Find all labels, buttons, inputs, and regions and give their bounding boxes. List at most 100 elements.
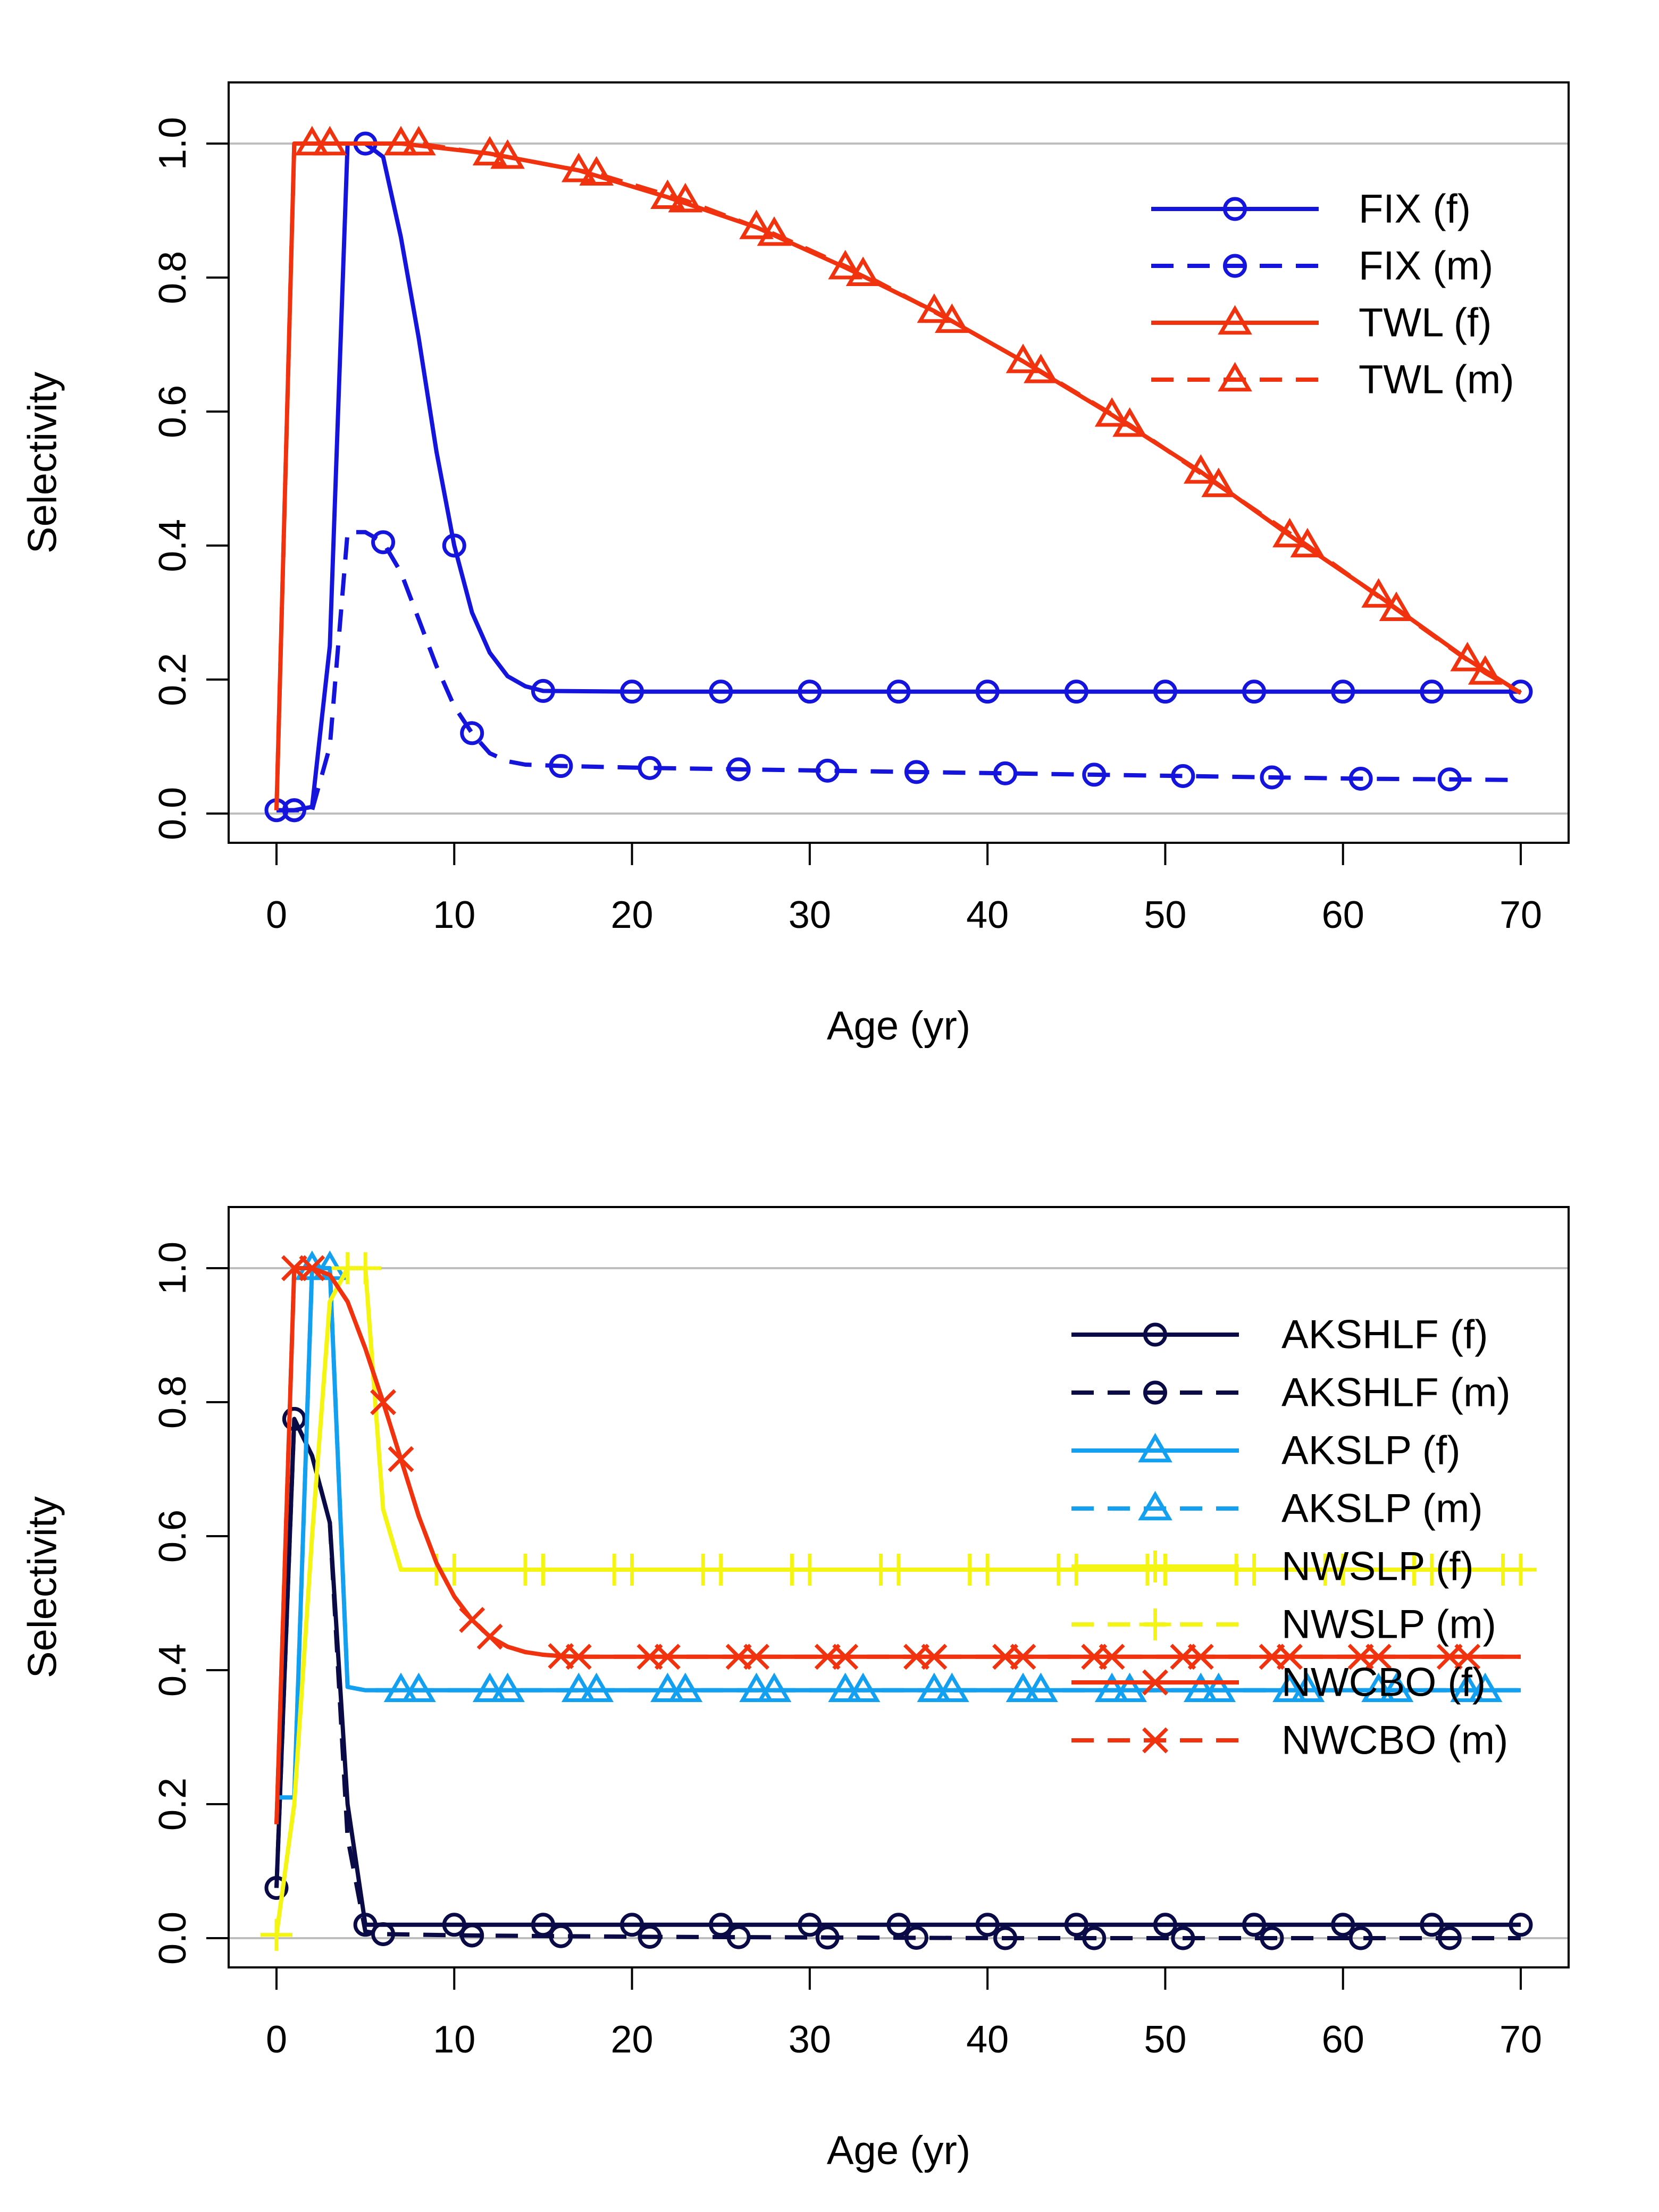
data-point [1094,397,1129,427]
data-point [1024,354,1058,383]
data-point [917,293,952,323]
data-point [1468,1672,1503,1703]
data-point [1290,527,1325,558]
data-point [1327,1554,1359,1586]
data-point [1153,680,1177,704]
data-point [1099,1644,1125,1670]
legend-item: AKSLP (m) [1071,1486,1483,1531]
legend-item: AKSHLF (f) [1071,1312,1488,1358]
data-point [1082,1926,1107,1950]
legend-label: FIX (m) [1359,244,1493,289]
data-point [1112,407,1147,437]
data-point [1379,591,1414,621]
data-point [757,216,792,246]
legend-label: AKSHLF (f) [1281,1312,1488,1358]
data-point [388,1446,414,1472]
legend-label: FIX (f) [1359,187,1471,232]
data-point [934,1672,969,1703]
data-point [705,1554,737,1586]
y-tick-label: 1.0 [152,1242,194,1295]
legend: AKSHLF (f) AKSHLF (m) AKSLP (f) AKSLP (m) NW… [1071,1312,1511,1763]
series-twl-m- [274,125,1522,810]
data-point [709,1913,733,1937]
data-point [1437,1926,1462,1950]
y-tick-label: 0.8 [152,251,194,304]
y-tick-label: 0.6 [152,1510,194,1563]
data-point [549,1924,573,1948]
x-tick-label: 0 [266,2018,287,2061]
legend-marker [1139,1608,1171,1640]
data-point [1276,1644,1303,1670]
legend-item: NWSLP (m) [1071,1602,1496,1647]
data-point [1082,763,1107,787]
data-point [401,125,436,156]
data-point [353,1913,378,1937]
data-point [1171,764,1195,788]
y-tick-label: 1.0 [152,117,194,170]
x-axis-title: Age (yr) [827,1003,970,1049]
data-point [371,530,396,555]
x-tick-label: 40 [966,2018,1009,2061]
data-point [921,1644,948,1670]
data-point [1331,1913,1355,1937]
data-point [1064,680,1088,704]
data-point [1187,1644,1214,1670]
data-point [1348,766,1373,791]
data-point [828,249,863,280]
y-axis-title: Selectivity [20,1496,65,1678]
data-point [1454,1644,1481,1670]
data-point [832,1644,859,1670]
data-point [565,1644,592,1670]
data-point [579,1672,614,1703]
data-point [438,1554,471,1586]
data-point [638,1924,662,1949]
data-point [549,754,573,778]
x-tick-label: 60 [1322,2018,1364,2061]
data-point [1348,1926,1373,1950]
data-point [371,1922,396,1946]
bottom-selectivity-panel: 0 10 20 30 40 50 60 70 0.0 0.2 0.4 0.6 0.8 1.0 Age (yr… [20,1206,1570,2173]
data-point [668,182,703,213]
data-point [312,125,347,156]
y-axis-title: Selectivity [20,372,65,554]
data-point [1242,1913,1267,1937]
data-point [1153,1913,1177,1937]
data-point [401,1672,436,1703]
data-point [798,1913,822,1937]
data-point [815,1925,840,1950]
x-tick-label: 50 [1144,2018,1186,2061]
y-tick-label: 0.0 [152,787,194,840]
series-line [274,1417,1521,1940]
legend-marker [1138,1432,1172,1463]
data-point [1260,1926,1284,1950]
data-point [1064,1913,1088,1937]
data-point [620,680,644,704]
data-point [1290,1672,1325,1703]
legend-item: NWSLP (f) [1071,1544,1474,1589]
data-point [261,1918,292,1951]
legend-marker [1223,197,1247,221]
data-point [282,798,306,823]
data-point [654,1644,681,1670]
legend-item: AKSLP (f) [1071,1428,1461,1473]
data-point [886,680,911,704]
x-tick-label: 40 [966,894,1009,936]
legend-label: AKSHLF (m) [1281,1370,1511,1415]
data-point [726,1925,751,1949]
data-point [1509,1913,1533,1937]
series-akslp-m- [276,1250,1521,1800]
data-point [1171,1926,1195,1950]
x-tick-label: 10 [433,894,475,936]
series-line [276,1266,1521,1800]
data-point [883,1554,915,1586]
data-point [668,1672,703,1703]
data-point [1379,1672,1414,1703]
data-point [1331,680,1355,704]
data-point [1272,517,1307,548]
data-point [490,1672,525,1703]
legend-marker [1223,254,1247,278]
data-point [1420,680,1444,704]
legend-item: AKSHLF (m) [1071,1370,1511,1415]
data-point [579,156,614,186]
